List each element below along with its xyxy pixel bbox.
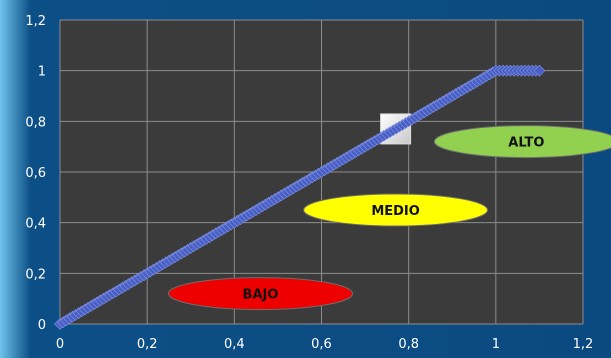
- x-tick-label: 0,6: [311, 337, 332, 352]
- annotation-label: MEDIO: [371, 204, 420, 219]
- annotation-ellipse: [303, 193, 489, 227]
- x-tick-label: 1: [492, 337, 500, 352]
- x-tick-label: 0,8: [398, 337, 419, 352]
- y-tick-label: 0: [38, 318, 46, 333]
- series: [54, 64, 546, 330]
- series-marker: [533, 64, 546, 77]
- annotations: BAJO MEDIO ALTO: [167, 113, 611, 311]
- annotation-alto: ALTO: [433, 125, 611, 159]
- x-tick-label: 0,2: [137, 337, 158, 352]
- annotation-label: BAJO: [243, 288, 279, 303]
- x-tick-label: 0: [56, 337, 64, 352]
- y-tick-label: 0,4: [25, 217, 46, 232]
- annotation-medio: MEDIO: [303, 193, 489, 227]
- annotation-label: ALTO: [508, 136, 544, 151]
- x-tick-label: 0,4: [224, 337, 245, 352]
- tick-labels: 0 0,2 0,4 0,6 0,8 1 1,2 0 0,2 0,4 0,6 0,8 1 1,2: [25, 14, 593, 352]
- y-tick-label: 0,8: [25, 115, 46, 130]
- x-tick-label: 1,2: [573, 337, 594, 352]
- y-tick-label: 1: [38, 65, 46, 80]
- annotation-ellipse: [433, 125, 611, 159]
- y-tick-label: 0,2: [25, 267, 46, 282]
- annotation-ellipse: [167, 277, 353, 311]
- y-tick-label: 1,2: [25, 14, 46, 29]
- annotation-bajo: BAJO: [167, 277, 353, 311]
- y-tick-label: 0,6: [25, 166, 46, 181]
